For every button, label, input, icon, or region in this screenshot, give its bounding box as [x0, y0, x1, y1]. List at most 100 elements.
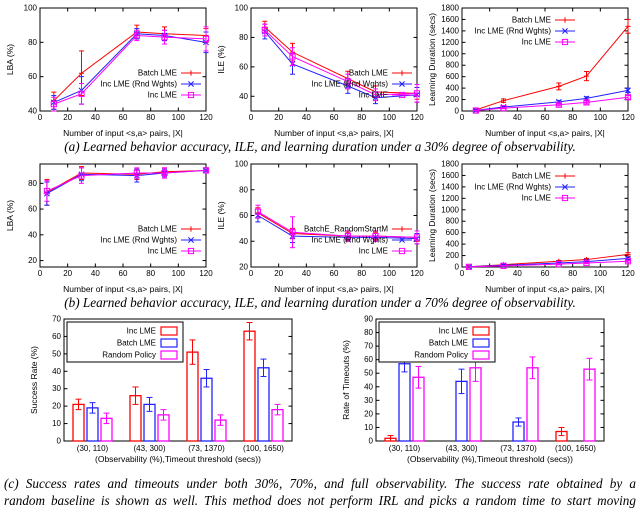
svg-text:100: 100 [383, 269, 397, 278]
svg-text:Batch LME: Batch LME [512, 171, 551, 180]
svg-text:80: 80 [364, 328, 373, 337]
svg-text:Learning Duration (secs): Learning Duration (secs) [427, 13, 437, 106]
svg-text:120: 120 [621, 269, 635, 278]
svg-text:LBA (%): LBA (%) [5, 199, 15, 230]
svg-text:(30, 110): (30, 110) [389, 444, 421, 453]
caption-c: (c) Success rates and timeouts under bot… [4, 476, 636, 509]
svg-text:60: 60 [119, 113, 128, 122]
svg-text:20: 20 [52, 402, 61, 411]
svg-text:Number of input <s,a> pairs, |: Number of input <s,a> pairs, |X| [274, 128, 394, 138]
chart-lba-70: 0 20 40 60 80 100 120 20 40 60 80 Number of input <… [4, 158, 214, 294]
svg-text:60: 60 [28, 72, 37, 81]
svg-text:Number of input <s,a> pairs, |: Number of input <s,a> pairs, |X| [63, 128, 183, 138]
svg-text:Inc LME (Rnd Wghts): Inc LME (Rnd Wghts) [475, 182, 552, 191]
svg-text:1000: 1000 [441, 205, 459, 214]
svg-text:Number of input <s,a> pairs, |: Number of input <s,a> pairs, |X| [485, 284, 605, 294]
caption-c-line1: (c) Success rates and timeouts under bot… [4, 476, 636, 491]
svg-text:20: 20 [274, 269, 283, 278]
svg-text:Inc LME: Inc LME [359, 246, 388, 255]
svg-text:40: 40 [239, 236, 248, 245]
svg-text:120: 120 [621, 113, 635, 122]
svg-text:0: 0 [460, 113, 465, 122]
svg-text:0: 0 [38, 269, 43, 278]
svg-text:40: 40 [91, 113, 100, 122]
svg-text:1800: 1800 [441, 4, 459, 13]
svg-text:80: 80 [146, 113, 155, 122]
caption-b: (b) Learned behavior accuracy, ILE, and … [64, 294, 576, 310]
svg-text:80: 80 [28, 38, 37, 47]
svg-text:1200: 1200 [441, 193, 459, 202]
svg-text:60: 60 [541, 269, 550, 278]
svg-text:Batch LME: Batch LME [138, 224, 177, 233]
svg-text:1000: 1000 [441, 49, 459, 58]
svg-text:60: 60 [52, 332, 61, 341]
svg-text:1400: 1400 [441, 182, 459, 191]
svg-text:200: 200 [446, 251, 460, 260]
chart-duration-70: 0 20 40 60 80 100 120 0 200 400 600 800 1000 1200 1400… [426, 158, 636, 294]
chart-ile-30: 0 20 40 60 80 100 120 40 60 80 100 Number of input … [215, 2, 425, 139]
svg-text:Number of input <s,a> pairs, |: Number of input <s,a> pairs, |X| [485, 128, 605, 138]
svg-text:100: 100 [594, 113, 608, 122]
svg-text:Rate of Timeouts (%): Rate of Timeouts (%) [341, 340, 351, 420]
svg-text:1200: 1200 [441, 38, 459, 47]
svg-text:1400: 1400 [441, 26, 459, 35]
svg-text:100: 100 [594, 269, 608, 278]
svg-text:Number of input <s,a> pairs, |: Number of input <s,a> pairs, |X| [63, 284, 183, 294]
svg-text:60: 60 [119, 269, 128, 278]
svg-text:(Observability (%),Timeout thr: (Observability (%),Timeout threshold (se… [407, 454, 573, 464]
svg-text:120: 120 [199, 113, 213, 122]
svg-text:Success Rate (%): Success Rate (%) [29, 346, 39, 414]
svg-text:80: 80 [28, 178, 37, 187]
svg-text:100: 100 [172, 269, 186, 278]
svg-text:40: 40 [52, 367, 61, 376]
svg-text:40: 40 [91, 269, 100, 278]
svg-text:400: 400 [446, 239, 460, 248]
chart-success-rate: 0 10 20 30 40 50 60 70 (30, 110) (43, 300) (73, 13… [28, 313, 300, 473]
svg-text:600: 600 [446, 228, 460, 237]
svg-text:0: 0 [249, 269, 254, 278]
svg-text:Random Policy: Random Policy [414, 351, 468, 360]
svg-text:10: 10 [52, 419, 61, 428]
svg-text:(100, 1650): (100, 1650) [243, 444, 284, 453]
svg-text:80: 80 [568, 269, 577, 278]
svg-text:0: 0 [249, 113, 254, 122]
svg-text:Inc LME: Inc LME [148, 91, 177, 100]
caption-c-line2: random baseline is shown as well. This m… [4, 492, 636, 508]
svg-text:60: 60 [330, 113, 339, 122]
svg-text:100: 100 [235, 4, 249, 13]
svg-text:60: 60 [541, 113, 550, 122]
svg-text:800: 800 [446, 61, 460, 70]
svg-text:Batch LME: Batch LME [138, 69, 177, 78]
svg-text:70: 70 [52, 315, 61, 324]
svg-text:80: 80 [239, 33, 248, 42]
svg-text:Number of input <s,a> pairs, |: Number of input <s,a> pairs, |X| [274, 284, 394, 294]
svg-text:60: 60 [364, 355, 373, 364]
svg-text:100: 100 [24, 4, 38, 13]
svg-text:120: 120 [199, 269, 213, 278]
row-70pct-charts: 0 20 40 60 80 100 120 20 40 60 80 Number of input <… [4, 158, 636, 294]
svg-text:Learning Duration (secs): Learning Duration (secs) [427, 168, 437, 261]
svg-text:20: 20 [28, 256, 37, 265]
svg-text:ILE (%): ILE (%) [216, 45, 226, 74]
svg-text:20: 20 [63, 113, 72, 122]
row-30pct-charts: 0 20 40 60 80 100 120 40 60 80 100 Number of input … [4, 2, 636, 139]
svg-text:20: 20 [274, 113, 283, 122]
svg-text:80: 80 [357, 269, 366, 278]
svg-text:Inc LME (Rnd Wghts): Inc LME (Rnd Wghts) [312, 235, 389, 244]
svg-text:0: 0 [57, 437, 62, 446]
svg-text:(100, 1650): (100, 1650) [555, 444, 596, 453]
svg-text:(43, 300): (43, 300) [133, 444, 165, 453]
svg-text:50: 50 [364, 369, 373, 378]
svg-text:40: 40 [28, 107, 37, 116]
svg-text:20: 20 [63, 269, 72, 278]
svg-text:Inc LME (Rnd Wghts): Inc LME (Rnd Wghts) [475, 27, 552, 36]
caption-a: (a) Learned behavior accuracy, ILE, and … [64, 139, 576, 154]
svg-text:80: 80 [357, 113, 366, 122]
svg-text:100: 100 [235, 159, 249, 168]
svg-text:40: 40 [302, 269, 311, 278]
svg-text:Inc LME: Inc LME [522, 193, 551, 202]
svg-text:100: 100 [172, 113, 186, 122]
svg-text:40: 40 [302, 113, 311, 122]
svg-text:0: 0 [455, 262, 460, 271]
